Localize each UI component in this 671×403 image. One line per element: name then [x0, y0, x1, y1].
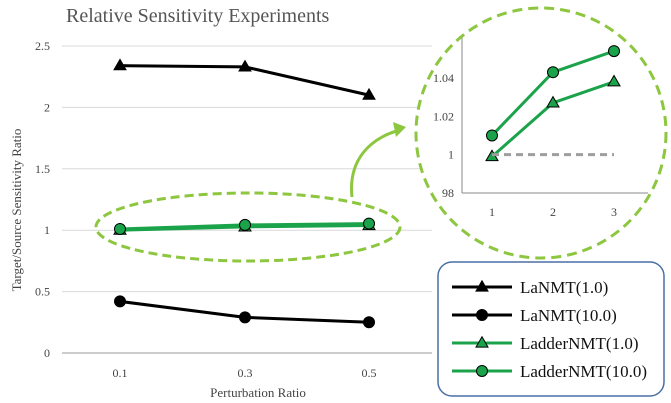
legend-marker	[476, 309, 488, 321]
main-y-ticks: 0 0.5 1 1.5 2 2.5	[35, 39, 50, 360]
main-data-point	[238, 59, 252, 72]
main-data-point	[113, 58, 127, 71]
main-grid	[62, 45, 432, 354]
x-axis-label: Perturbation Ratio	[210, 385, 306, 400]
zoom-y-tick-label: 98	[442, 186, 454, 200]
legend-label: LaNMT(10.0)	[520, 306, 617, 325]
main-x-ticks: 0.1 0.3 0.5	[113, 366, 377, 380]
main-y-tick-label: 2.5	[35, 39, 50, 53]
zoom-background	[416, 8, 666, 258]
legend-marker	[475, 279, 489, 292]
legend: LaNMT(1.0) LaNMT(10.0) LadderNMT(1.0) Ladde…	[437, 261, 665, 397]
zoom-x-tick-label: 1	[489, 205, 495, 219]
zoom-y-tick-label: 1.04	[433, 71, 454, 85]
main-y-tick-label: 1	[44, 223, 50, 237]
zoom-series	[485, 45, 621, 162]
main-data-point	[114, 222, 126, 235]
legend-marker	[475, 335, 489, 348]
y-axis-label: Target/Source Sensitivity Ratio	[9, 129, 24, 292]
zoom-x-tick-label: 2	[550, 205, 556, 219]
main-series	[113, 58, 376, 329]
zoom-data-point	[607, 74, 621, 87]
legend-label: LadderNMT(10.0)	[520, 362, 647, 381]
main-x-tick-label: 0.3	[238, 366, 253, 380]
main-data-point	[363, 316, 375, 329]
zoom-arrow	[350, 128, 401, 198]
main-series-2	[114, 295, 375, 329]
legend-item: LadderNMT(10.0)	[452, 362, 647, 381]
legend-label: LadderNMT(1.0)	[520, 334, 639, 353]
main-data-point	[239, 311, 251, 324]
zoom-arrow-head	[393, 122, 406, 137]
main-data-point	[239, 218, 251, 231]
legend-item: LadderNMT(1.0)	[452, 334, 639, 353]
main-y-tick-label: 0	[44, 346, 50, 360]
zoom-x-ticks: 1 2 3	[489, 205, 617, 219]
zoom-y-tick-label: 1.02	[433, 109, 454, 123]
zoom-y-tick-label: 1	[448, 148, 454, 162]
main-series-1	[113, 58, 376, 100]
main-x-tick-label: 0.1	[113, 366, 128, 380]
main-data-point	[114, 295, 126, 308]
main-y-tick-label: 0.5	[35, 285, 50, 299]
zoom-x-tick-label: 3	[611, 205, 617, 219]
legend-marker	[476, 365, 488, 377]
zoom-y-tick-label: .06	[439, 33, 454, 47]
zoom-data-point	[547, 66, 559, 79]
legend-item: LaNMT(10.0)	[452, 306, 617, 325]
zoom-inset: 98 1 1.02 1.04 .06 1 2 3	[414, 6, 668, 260]
zoom-data-point	[608, 45, 620, 58]
zoom-data-point	[486, 129, 498, 142]
main-x-tick-label: 0.5	[362, 366, 377, 380]
zoom-border	[414, 6, 668, 260]
zoom-data-point	[546, 95, 560, 108]
legend-box	[437, 261, 665, 397]
main-y-tick-label: 2	[44, 100, 50, 114]
zoom-axes	[461, 10, 648, 194]
main-data-point	[362, 87, 376, 100]
legend-label: LaNMT(1.0)	[520, 278, 608, 297]
main-data-point	[363, 217, 375, 230]
legend-item: LaNMT(1.0)	[452, 278, 608, 297]
zoom-series-2	[486, 45, 620, 142]
chart-title: Relative Sensitivity Experiments	[66, 5, 330, 27]
main-y-tick-label: 1.5	[35, 162, 50, 176]
main-series-4	[114, 217, 375, 235]
highlight-ellipse	[94, 191, 402, 263]
